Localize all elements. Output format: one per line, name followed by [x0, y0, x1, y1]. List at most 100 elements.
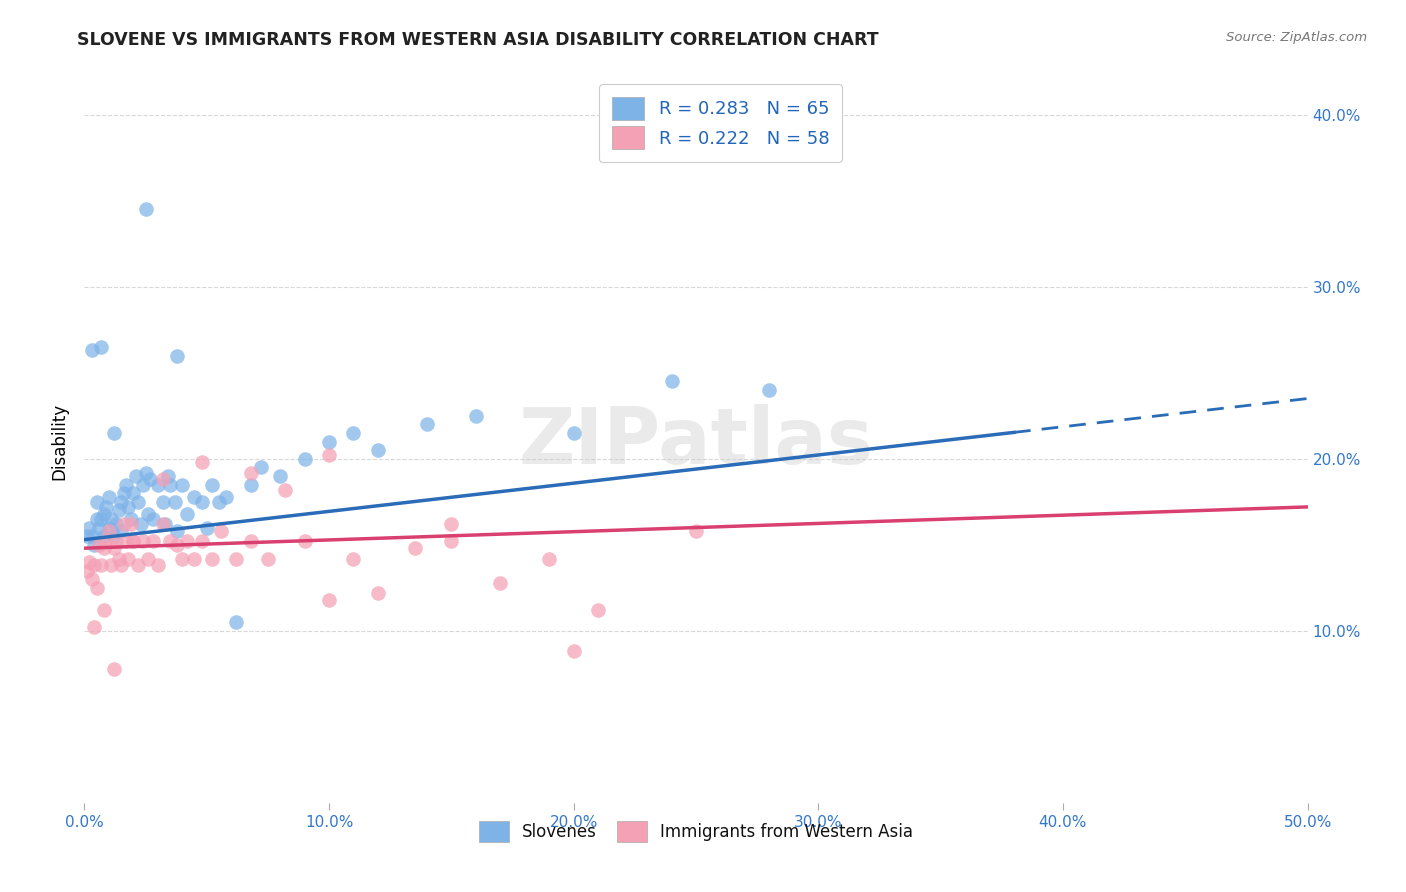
Point — [107, 551, 129, 566]
Point — [83, 558, 105, 573]
Point — [142, 512, 165, 526]
Point — [416, 417, 439, 432]
Point — [318, 592, 340, 607]
Point — [200, 551, 222, 566]
Point — [172, 477, 194, 491]
Point — [87, 520, 110, 534]
Point — [90, 340, 112, 354]
Point — [191, 534, 214, 549]
Point — [166, 349, 188, 363]
Point — [132, 534, 155, 549]
Point — [152, 472, 174, 486]
Point — [97, 490, 120, 504]
Point — [208, 494, 231, 508]
Point — [100, 512, 122, 526]
Point — [120, 517, 142, 532]
Point — [294, 534, 316, 549]
Point — [156, 469, 179, 483]
Point — [195, 520, 218, 534]
Point — [464, 409, 486, 423]
Point — [404, 541, 426, 556]
Point — [112, 486, 135, 500]
Point — [97, 524, 120, 538]
Point — [152, 494, 174, 508]
Point — [538, 551, 561, 566]
Point — [77, 520, 100, 534]
Point — [146, 477, 169, 491]
Point — [191, 455, 214, 469]
Point — [103, 541, 125, 556]
Point — [176, 534, 198, 549]
Point — [87, 538, 110, 552]
Point — [163, 494, 186, 508]
Point — [342, 551, 364, 566]
Point — [239, 466, 262, 480]
Point — [586, 603, 609, 617]
Point — [90, 512, 112, 526]
Point — [758, 383, 780, 397]
Point — [76, 564, 98, 578]
Point — [103, 425, 125, 440]
Point — [176, 507, 198, 521]
Point — [342, 425, 364, 440]
Point — [159, 534, 181, 549]
Point — [225, 551, 247, 566]
Point — [86, 512, 108, 526]
Text: ZIPatlas: ZIPatlas — [519, 403, 873, 480]
Point — [135, 466, 157, 480]
Point — [107, 503, 129, 517]
Point — [200, 477, 222, 491]
Point — [367, 443, 389, 458]
Point — [127, 494, 149, 508]
Point — [80, 529, 103, 543]
Point — [685, 524, 707, 538]
Point — [129, 517, 152, 532]
Text: Source: ZipAtlas.com: Source: ZipAtlas.com — [1226, 31, 1367, 45]
Point — [562, 425, 585, 440]
Point — [166, 538, 188, 552]
Legend: Slovenes, Immigrants from Western Asia: Slovenes, Immigrants from Western Asia — [472, 814, 920, 848]
Point — [127, 558, 149, 573]
Point — [110, 494, 132, 508]
Point — [93, 603, 115, 617]
Point — [105, 517, 128, 532]
Y-axis label: Disability: Disability — [51, 403, 69, 480]
Point — [86, 581, 108, 595]
Point — [77, 555, 100, 569]
Point — [318, 434, 340, 449]
Point — [166, 524, 188, 538]
Point — [239, 534, 262, 549]
Point — [215, 490, 238, 504]
Point — [269, 469, 291, 483]
Point — [142, 534, 165, 549]
Text: SLOVENE VS IMMIGRANTS FROM WESTERN ASIA DISABILITY CORRELATION CHART: SLOVENE VS IMMIGRANTS FROM WESTERN ASIA … — [77, 31, 879, 49]
Point — [318, 448, 340, 462]
Point — [93, 529, 115, 543]
Point — [153, 517, 176, 532]
Point — [146, 558, 169, 573]
Point — [93, 507, 115, 521]
Point — [96, 534, 118, 549]
Point — [125, 469, 148, 483]
Point — [172, 551, 194, 566]
Point — [96, 500, 118, 514]
Point — [105, 534, 128, 549]
Point — [112, 517, 135, 532]
Point — [183, 551, 205, 566]
Point — [110, 524, 132, 538]
Point — [83, 620, 105, 634]
Point — [440, 517, 463, 532]
Point — [562, 644, 585, 658]
Point — [249, 460, 271, 475]
Point — [83, 538, 105, 552]
Point — [440, 534, 463, 549]
Point — [191, 494, 214, 508]
Point — [93, 541, 115, 556]
Point — [135, 202, 157, 217]
Point — [274, 483, 297, 497]
Point — [110, 558, 132, 573]
Point — [136, 551, 159, 566]
Point — [103, 662, 125, 676]
Point — [115, 477, 138, 491]
Point — [120, 512, 142, 526]
